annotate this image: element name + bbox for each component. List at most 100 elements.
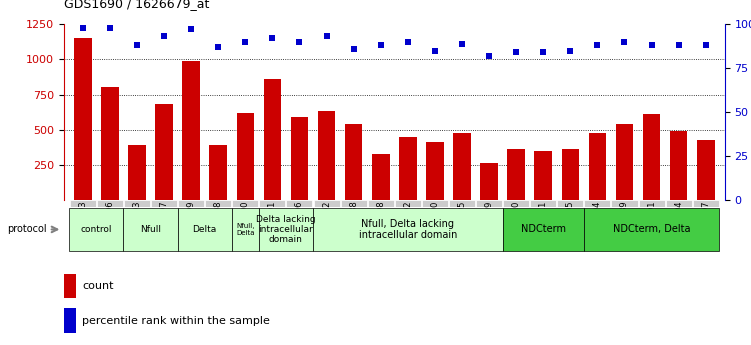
Bar <box>616 124 633 200</box>
Point <box>240 39 252 45</box>
FancyBboxPatch shape <box>476 200 502 207</box>
Point <box>429 48 441 53</box>
Point <box>267 36 279 41</box>
FancyBboxPatch shape <box>69 208 123 251</box>
Text: GSM53408: GSM53408 <box>214 200 223 246</box>
FancyBboxPatch shape <box>692 200 719 207</box>
Text: GSM53393: GSM53393 <box>78 200 87 246</box>
FancyBboxPatch shape <box>368 200 394 207</box>
Bar <box>453 132 471 200</box>
FancyBboxPatch shape <box>123 208 177 251</box>
FancyBboxPatch shape <box>557 200 584 207</box>
Bar <box>101 88 119 200</box>
Bar <box>345 124 363 200</box>
Bar <box>697 140 714 200</box>
Text: Nfull, Delta lacking
intracellular domain: Nfull, Delta lacking intracellular domai… <box>359 219 457 240</box>
FancyBboxPatch shape <box>232 208 259 251</box>
FancyBboxPatch shape <box>611 200 638 207</box>
Text: percentile rank within the sample: percentile rank within the sample <box>83 316 270 325</box>
FancyBboxPatch shape <box>584 208 719 251</box>
Text: GSM53396: GSM53396 <box>105 200 114 246</box>
Text: GSM53397: GSM53397 <box>159 200 168 246</box>
FancyBboxPatch shape <box>70 200 96 207</box>
Text: GSM53406: GSM53406 <box>295 200 304 246</box>
FancyBboxPatch shape <box>449 200 475 207</box>
Bar <box>64 308 76 333</box>
Point <box>402 39 414 45</box>
Text: GSM53403: GSM53403 <box>132 200 141 246</box>
Bar <box>64 274 76 298</box>
Point <box>104 25 116 30</box>
Bar <box>264 79 281 200</box>
Text: GSM53404: GSM53404 <box>593 200 602 246</box>
Bar <box>399 137 417 200</box>
Text: GSM53394: GSM53394 <box>674 200 683 246</box>
Point <box>294 39 306 45</box>
Bar <box>237 113 254 200</box>
Bar <box>562 149 579 200</box>
Text: GSM53389: GSM53389 <box>620 200 629 246</box>
Text: GSM53401: GSM53401 <box>268 200 277 246</box>
Point <box>375 42 387 48</box>
Point <box>77 25 89 30</box>
Bar <box>508 149 525 200</box>
Text: GSM53411: GSM53411 <box>538 200 547 246</box>
Point <box>510 50 522 55</box>
FancyBboxPatch shape <box>177 208 232 251</box>
Text: GSM53398: GSM53398 <box>376 200 385 246</box>
Point <box>185 27 198 32</box>
Point <box>700 42 712 48</box>
FancyBboxPatch shape <box>232 200 258 207</box>
Point <box>213 44 225 50</box>
Bar <box>74 38 92 200</box>
Point <box>537 50 549 55</box>
Text: GSM53392: GSM53392 <box>403 200 412 246</box>
Bar <box>291 117 308 200</box>
FancyBboxPatch shape <box>124 200 150 207</box>
Text: protocol: protocol <box>8 225 47 234</box>
Text: count: count <box>83 281 114 291</box>
Bar <box>318 111 336 200</box>
FancyBboxPatch shape <box>259 200 285 207</box>
Text: GSM53390: GSM53390 <box>241 200 250 246</box>
Text: GSM53407: GSM53407 <box>701 200 710 246</box>
Bar <box>372 154 390 200</box>
Text: GSM53405: GSM53405 <box>457 200 466 246</box>
FancyBboxPatch shape <box>638 200 665 207</box>
Point <box>348 46 360 51</box>
Bar <box>535 151 552 200</box>
Bar <box>643 114 660 200</box>
FancyBboxPatch shape <box>395 200 421 207</box>
Bar <box>210 145 227 200</box>
FancyBboxPatch shape <box>422 200 448 207</box>
FancyBboxPatch shape <box>530 200 556 207</box>
FancyBboxPatch shape <box>341 200 366 207</box>
Text: NDCterm, Delta: NDCterm, Delta <box>613 225 690 234</box>
Text: Nfull: Nfull <box>140 225 161 234</box>
Text: Delta: Delta <box>192 225 217 234</box>
Text: GSM53409: GSM53409 <box>484 200 493 246</box>
Text: GSM53400: GSM53400 <box>430 200 439 246</box>
Point <box>619 39 631 45</box>
FancyBboxPatch shape <box>259 208 313 251</box>
Point <box>646 42 658 48</box>
Text: GSM53391: GSM53391 <box>647 200 656 246</box>
Text: GSM53388: GSM53388 <box>349 200 358 246</box>
Point <box>591 42 603 48</box>
Point <box>483 53 495 59</box>
FancyBboxPatch shape <box>502 208 584 251</box>
FancyBboxPatch shape <box>314 200 339 207</box>
FancyBboxPatch shape <box>313 208 502 251</box>
Text: GSM53399: GSM53399 <box>187 200 196 246</box>
Point <box>564 48 576 53</box>
Bar <box>182 61 200 200</box>
Text: NDCterm: NDCterm <box>520 225 566 234</box>
FancyBboxPatch shape <box>205 200 231 207</box>
Point <box>321 34 333 39</box>
FancyBboxPatch shape <box>286 200 312 207</box>
FancyBboxPatch shape <box>503 200 529 207</box>
Text: GDS1690 / 1626679_at: GDS1690 / 1626679_at <box>64 0 210 10</box>
Text: control: control <box>80 225 112 234</box>
Bar <box>589 133 606 200</box>
Point <box>158 34 170 39</box>
